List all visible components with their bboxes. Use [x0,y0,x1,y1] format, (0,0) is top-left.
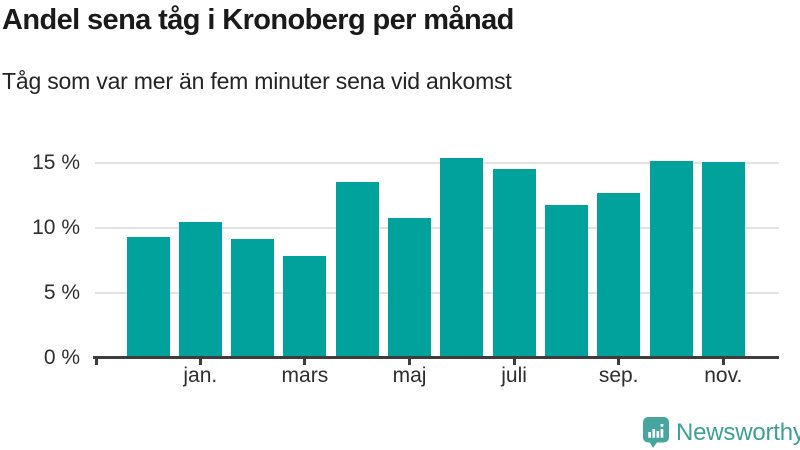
bar-12 [701,162,745,357]
y-axis-label-10pct: 10 % [32,215,80,239]
y-axis-label-5pct: 5 % [43,280,80,304]
x-axis-label-mars: mars [281,364,329,387]
bar-4 [283,255,327,357]
x-axis-label-nov: nov. [704,364,743,387]
x-axis-label-sep: sep. [598,364,639,387]
x-tick-juli [512,359,516,365]
gridline-15pct [95,161,779,164]
bar-1 [126,237,170,357]
bar-5 [335,181,379,357]
x-axis-label-jan: jan. [183,364,218,387]
y-axis-label-15pct: 15 % [32,150,80,174]
bar-3 [231,238,275,357]
newsworthy-icon [643,417,669,448]
bar-8 [492,168,536,357]
x-axis-line [93,356,779,359]
bar-10 [597,193,641,357]
x-tick-jan [198,359,202,365]
x-tick-nov [721,359,725,365]
x-tick-maj [408,359,411,365]
newsworthy-wordmark: Newsworthy [676,419,800,446]
chart-subtitle: Tåg som var mer än fem minuter sena vid … [2,68,512,94]
x-axis-start-tick [95,359,98,365]
bar-2 [178,221,222,357]
bar-11 [649,160,693,357]
bar-9 [544,204,588,357]
bar-6 [388,217,431,357]
gridline-5pct [95,291,779,294]
x-tick-sep [617,359,621,365]
x-tick-mars [303,359,307,365]
x-axis-label-juli: juli [501,364,527,387]
x-axis-label-maj: maj [392,364,427,387]
chart-title: Andel sena tåg i Kronoberg per månad [2,4,514,36]
gridline-10pct [95,226,779,229]
bar-7 [440,158,484,357]
y-axis-label-0pct: 0 % [43,345,80,369]
